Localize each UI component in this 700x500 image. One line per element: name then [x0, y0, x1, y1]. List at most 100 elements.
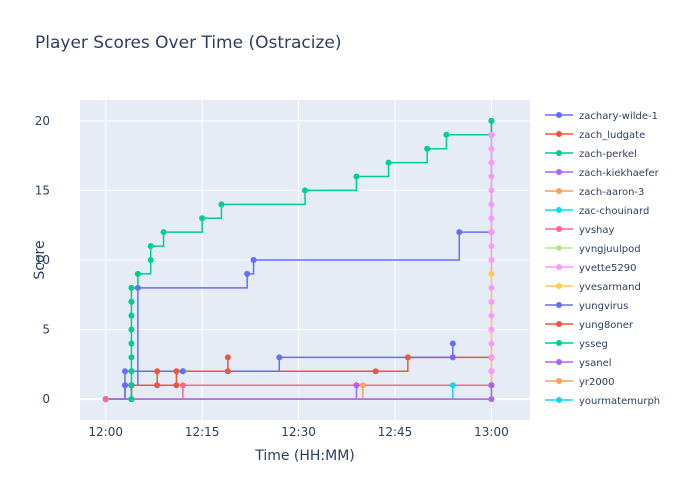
data-point[interactable]: [488, 340, 495, 347]
legend-item[interactable]: ysseg: [545, 339, 608, 350]
data-point[interactable]: [276, 354, 283, 361]
data-point[interactable]: [128, 396, 135, 403]
legend-item[interactable]: yvshay: [545, 225, 615, 236]
data-point[interactable]: [128, 354, 135, 361]
legend-label: yvngjuulpod: [579, 244, 641, 255]
data-point[interactable]: [488, 354, 495, 361]
data-point[interactable]: [404, 354, 411, 361]
data-point[interactable]: [134, 284, 141, 291]
data-point[interactable]: [218, 201, 225, 208]
data-point[interactable]: [488, 298, 495, 305]
data-point[interactable]: [122, 382, 128, 389]
legend-label: zach_ludgate: [579, 130, 645, 141]
data-point[interactable]: [488, 187, 495, 194]
data-point[interactable]: [488, 312, 495, 319]
data-point[interactable]: [122, 368, 128, 375]
legend-item[interactable]: zach_ludgate: [545, 130, 645, 141]
data-point[interactable]: [443, 131, 450, 138]
data-point[interactable]: [128, 382, 135, 389]
data-point[interactable]: [147, 257, 154, 263]
y-tick-label: 0: [42, 392, 50, 406]
data-point[interactable]: [128, 326, 135, 333]
data-point[interactable]: [488, 173, 495, 180]
legend-item[interactable]: ysanel: [545, 358, 612, 369]
data-point[interactable]: [488, 215, 495, 222]
data-point[interactable]: [488, 229, 495, 236]
data-point[interactable]: [385, 159, 392, 166]
data-point[interactable]: [128, 312, 135, 319]
legend-item[interactable]: zach-aaron-3: [545, 187, 644, 198]
data-point[interactable]: [488, 117, 495, 124]
legend-marker: [556, 302, 562, 308]
data-point[interactable]: [224, 354, 231, 361]
data-point[interactable]: [224, 368, 231, 375]
data-point[interactable]: [488, 270, 495, 277]
data-point[interactable]: [154, 382, 161, 389]
data-point[interactable]: [488, 382, 495, 389]
legend-label: zac-chouinard: [579, 206, 649, 217]
data-point[interactable]: [424, 145, 431, 152]
legend-item[interactable]: yourmatemurph: [545, 396, 660, 407]
data-point[interactable]: [147, 243, 154, 250]
chart-title: Player Scores Over Time (Ostracize): [35, 33, 342, 53]
data-point[interactable]: [449, 340, 456, 347]
x-axis-title: Time (HH:MM): [254, 448, 355, 464]
data-point[interactable]: [199, 215, 206, 222]
legend-item[interactable]: yvette5290: [545, 263, 636, 274]
data-point[interactable]: [160, 229, 167, 236]
data-point[interactable]: [173, 368, 180, 375]
data-point[interactable]: [449, 382, 456, 389]
data-point[interactable]: [302, 187, 308, 194]
legend-marker: [556, 226, 562, 232]
data-point[interactable]: [488, 284, 495, 291]
legend-item[interactable]: yvesarmand: [545, 282, 641, 293]
data-point[interactable]: [488, 243, 495, 250]
x-tick-label: 12:45: [378, 425, 413, 439]
legend[interactable]: zachary-wilde-1 zach_ludgate zach-perkel za…: [545, 111, 660, 407]
data-point[interactable]: [179, 382, 186, 389]
legend-item[interactable]: zac-chouinard: [545, 206, 649, 217]
data-point[interactable]: [353, 382, 360, 389]
data-point[interactable]: [372, 368, 379, 375]
data-point[interactable]: [488, 326, 495, 333]
data-point[interactable]: [488, 131, 495, 138]
legend-item[interactable]: zachary-wilde-1: [545, 111, 658, 122]
legend-marker: [556, 169, 562, 175]
data-point[interactable]: [128, 284, 135, 291]
data-point[interactable]: [488, 368, 495, 375]
legend-marker: [556, 264, 562, 270]
data-point[interactable]: [456, 229, 463, 236]
legend-item[interactable]: zach-perkel: [545, 149, 637, 160]
data-point[interactable]: [488, 159, 495, 166]
legend-item[interactable]: yungvirus: [545, 301, 628, 312]
data-point[interactable]: [173, 382, 180, 389]
x-axis-ticks: 12:00 12:15 12:30 12:45 13:00: [88, 425, 508, 439]
legend-marker: [556, 112, 562, 118]
data-point[interactable]: [179, 368, 186, 375]
legend-item[interactable]: yvngjuulpod: [545, 244, 641, 255]
data-point[interactable]: [250, 257, 257, 263]
data-point[interactable]: [488, 257, 495, 263]
legend-marker: [556, 245, 562, 251]
data-point[interactable]: [102, 396, 109, 403]
data-point[interactable]: [359, 382, 366, 389]
data-point[interactable]: [128, 298, 135, 305]
legend-marker: [556, 397, 562, 403]
legend-item[interactable]: zach-kiekhaefer: [545, 168, 660, 179]
data-point[interactable]: [128, 368, 135, 375]
data-point[interactable]: [134, 270, 141, 277]
legend-marker: [556, 359, 562, 365]
data-point[interactable]: [488, 145, 495, 152]
data-point[interactable]: [488, 201, 495, 208]
legend-label: ysanel: [579, 358, 612, 369]
data-point[interactable]: [488, 396, 495, 403]
data-point[interactable]: [244, 270, 251, 277]
legend-marker: [556, 283, 562, 289]
data-point[interactable]: [154, 368, 161, 375]
legend-item[interactable]: yr2000: [545, 377, 614, 388]
legend-item[interactable]: yung8oner: [545, 320, 634, 331]
data-point[interactable]: [353, 173, 360, 180]
data-point[interactable]: [449, 354, 456, 361]
data-point[interactable]: [128, 340, 135, 347]
legend-label: yung8oner: [579, 320, 634, 331]
